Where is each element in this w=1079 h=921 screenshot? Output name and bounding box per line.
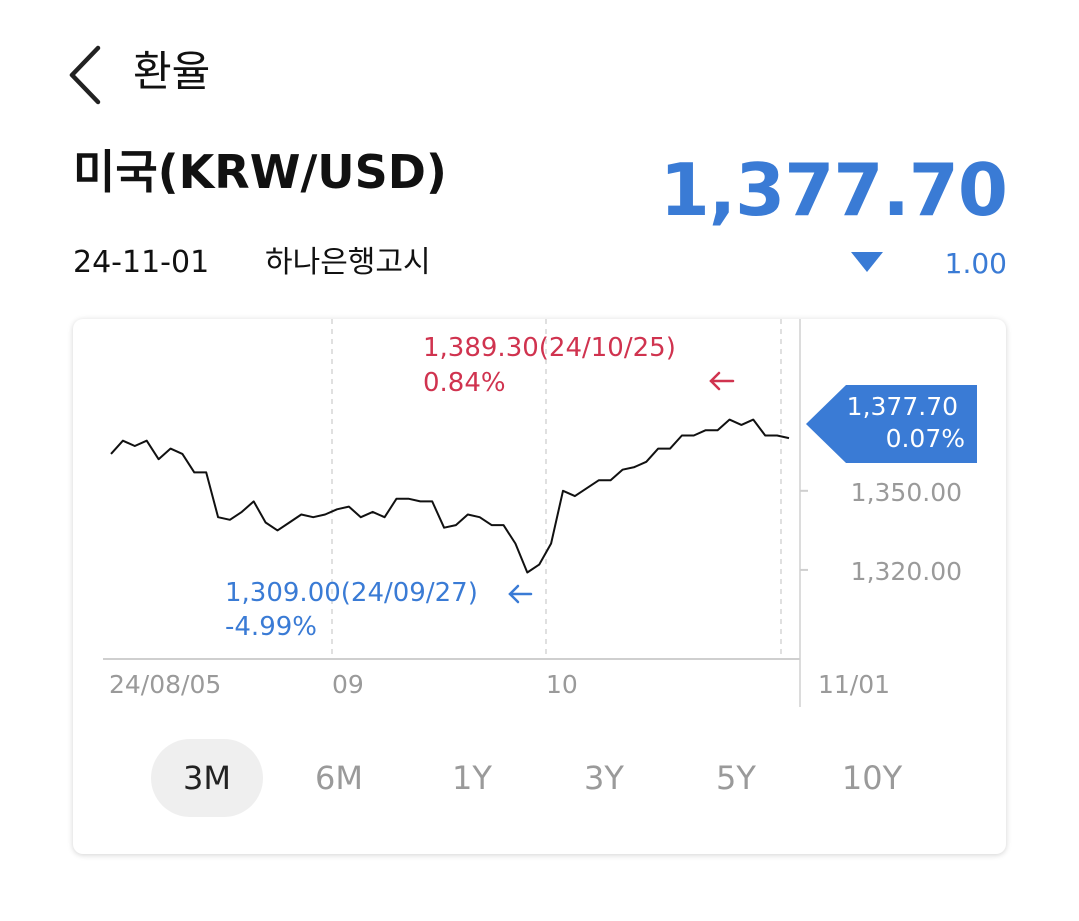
tab-5y[interactable]: 5Y [716, 759, 756, 797]
tab-6m[interactable]: 6M [315, 759, 363, 797]
chevron-left-icon [69, 45, 101, 105]
series-line [110, 418, 790, 574]
max-arrow-icon [709, 371, 735, 391]
rate-date: 24-11-01 [73, 245, 210, 280]
exchange-rate-chart: 1,350.00 1,320.00 24/08/05 09 10 11/01 1,389.3… [103, 319, 977, 707]
tab-3y[interactable]: 3Y [584, 759, 624, 797]
period-tabs: 3M 6M 1Y 3Y 5Y 10Y [73, 739, 1006, 819]
chart-card: 1,350.00 1,320.00 24/08/05 09 10 11/01 1,389.3… [73, 319, 1006, 854]
x-tick-label: 24/08/05 [109, 670, 221, 699]
y-tick-label: 1,320.00 [851, 557, 962, 586]
current-rate-callout-label: 1,377.70 [847, 392, 958, 421]
current-rate: 1,377.70 [659, 148, 1008, 232]
triangle-down-icon [851, 252, 883, 272]
x-tick-label: 10 [546, 670, 578, 699]
header: 환율 [0, 0, 1079, 140]
back-button[interactable] [58, 40, 118, 110]
max-annotation-label: 1,389.30(24/10/25) [423, 333, 676, 363]
min-annotation-label: 1,309.00(24/09/27) [225, 578, 478, 608]
rate-source: 하나은행고시 [265, 245, 431, 280]
current-rate-callout [806, 385, 977, 463]
x-tick-label: 09 [332, 670, 364, 699]
tab-10y[interactable]: 10Y [841, 759, 903, 797]
tab-3m[interactable]: 3M [151, 739, 263, 817]
min-arrow-icon [508, 584, 533, 604]
currency-name: 미국(KRW/USD) [73, 145, 447, 199]
page-title: 환율 [133, 47, 211, 96]
min-annotation-pct: -4.99% [225, 612, 317, 642]
tab-1y[interactable]: 1Y [452, 759, 492, 797]
y-tick-label: 1,350.00 [851, 478, 962, 507]
x-tick-label: 11/01 [818, 670, 890, 699]
change-value: 1.00 [944, 247, 1007, 280]
current-rate-callout-pct: 0.07% [886, 424, 965, 453]
max-annotation-pct: 0.84% [423, 368, 506, 398]
